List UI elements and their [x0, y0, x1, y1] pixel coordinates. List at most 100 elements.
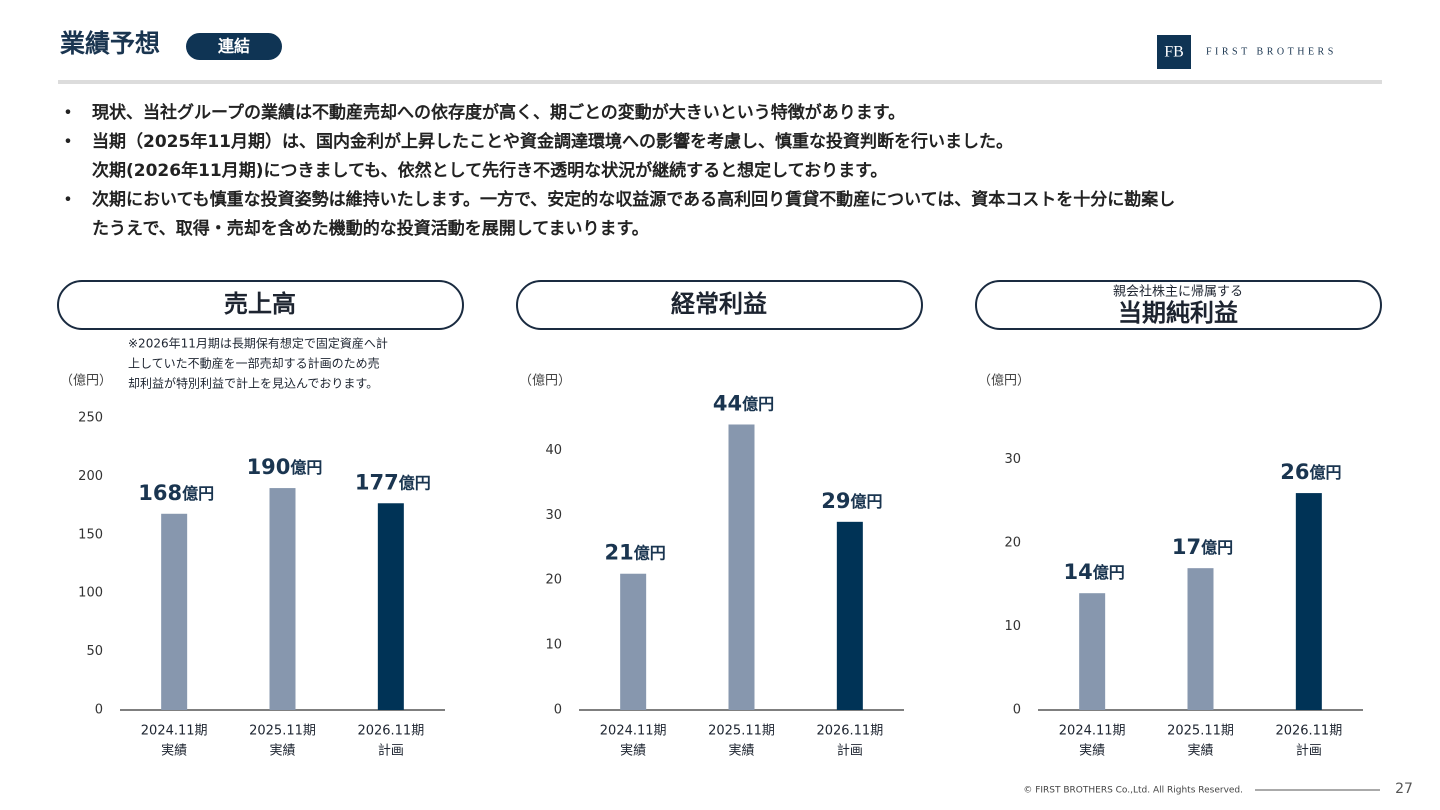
bullet-text: 現状、当社グループの業績は不動産売却への依存度が高く、期ごとの変動が大きいという…	[92, 102, 905, 123]
value-unit: 億円	[850, 491, 882, 510]
value-unit: 億円	[742, 394, 774, 413]
bar	[1295, 493, 1322, 710]
note: 却利益が特別利益で計上を見込んでおります。	[128, 376, 378, 391]
value-label: 29億円	[821, 489, 882, 513]
y-unit: （億円）	[60, 373, 112, 389]
value-number: 14	[1064, 560, 1093, 584]
badge-bg	[186, 33, 282, 60]
y-tick-label: 20	[1004, 536, 1021, 551]
bar	[161, 513, 188, 710]
y-tick-label: 10	[545, 638, 562, 653]
logo-text: FIRST BROTHERS	[1206, 46, 1337, 57]
panel-header	[516, 280, 923, 330]
value-label: 190億円	[247, 455, 323, 479]
panel-title: 当期純利益	[1118, 299, 1238, 327]
value-label: 17億円	[1172, 535, 1233, 559]
panel-header	[975, 280, 1382, 330]
value-number: 190	[247, 455, 291, 479]
value-label: 177億円	[355, 470, 431, 494]
value-label: 14億円	[1064, 560, 1125, 584]
y-tick-label: 20	[545, 573, 562, 588]
y-tick-label: 40	[545, 443, 562, 458]
y-tick-label: 10	[1004, 619, 1021, 634]
copyright: © FIRST BROTHERS Co.,Ltd. All Rights Res…	[1023, 786, 1243, 796]
y-tick-label: 250	[78, 411, 103, 426]
value-number: 21	[605, 541, 634, 565]
bullet-text: 次期においても慎重な投資姿勢は維持いたします。一方で、安定的な収益源である高利回…	[92, 189, 1175, 210]
note: 上していた不動産を一部売却する計画のため売	[128, 356, 380, 371]
y-tick-label: 100	[78, 586, 103, 601]
x-tick-label: 2024.11期	[141, 724, 208, 739]
value-label: 168億円	[138, 481, 214, 505]
bar	[1187, 568, 1214, 710]
badge: 連結	[218, 37, 250, 56]
page-number: 27	[1395, 781, 1413, 797]
x-tick-sublabel: 実績	[1187, 743, 1213, 759]
bullet-text: たうえで、取得・売却を含めた機動的な投資活動を展開してまいります。	[92, 218, 649, 239]
x-tick-sublabel: 実績	[161, 743, 187, 759]
bar	[728, 424, 755, 710]
value-number: 17	[1172, 535, 1201, 559]
y-tick-label: 0	[95, 703, 103, 718]
bullet-dot: •	[63, 190, 72, 209]
logo-mark-bg	[1157, 35, 1191, 69]
panel-subtitle: 親会社株主に帰属する	[1113, 284, 1243, 300]
x-tick-label: 2025.11期	[249, 724, 316, 739]
bullet-dot: •	[63, 132, 72, 151]
value-unit: 億円	[634, 543, 666, 562]
bar	[377, 503, 404, 710]
y-tick-label: 0	[1013, 703, 1021, 718]
x-tick-label: 2026.11期	[357, 724, 424, 739]
bar	[620, 573, 647, 710]
x-tick-sublabel: 実績	[269, 743, 295, 759]
value-label: 21億円	[605, 541, 666, 565]
value-number: 44	[713, 391, 742, 415]
bullet-text: 次期(2026年11月期)につきましても、依然として先行き不透明な状況が継続する…	[92, 160, 887, 181]
note: ※2026年11月期は長期保有想定で固定資産へ計	[128, 336, 388, 351]
y-unit: （億円）	[519, 373, 571, 389]
value-unit: 億円	[1309, 463, 1341, 482]
value-unit: 億円	[290, 458, 322, 477]
y-tick-label: 30	[1004, 452, 1021, 467]
logo-mark: FB	[1164, 44, 1184, 61]
slide-title: 業績予想	[60, 29, 160, 58]
panel-title: 経常利益	[671, 290, 767, 318]
x-tick-sublabel: 実績	[728, 743, 754, 759]
x-tick-label: 2025.11期	[1167, 724, 1234, 739]
value-unit: 億円	[1093, 563, 1125, 582]
x-tick-label: 2026.11期	[1275, 724, 1342, 739]
bar	[836, 521, 863, 710]
x-tick-label: 2025.11期	[708, 724, 775, 739]
header-rule	[58, 80, 1382, 84]
panel-title: 売上高	[224, 290, 296, 318]
value-label: 44億円	[713, 391, 774, 415]
value-unit: 億円	[182, 483, 214, 502]
bar	[1079, 593, 1106, 710]
value-number: 29	[821, 489, 850, 513]
bullet-dot: •	[63, 103, 72, 122]
x-tick-label: 2024.11期	[1059, 724, 1126, 739]
value-number: 168	[138, 481, 182, 505]
y-unit: （億円）	[978, 373, 1030, 389]
y-tick-label: 30	[545, 508, 562, 523]
value-label: 26億円	[1280, 460, 1341, 484]
x-tick-label: 2024.11期	[600, 724, 667, 739]
y-tick-label: 0	[554, 703, 562, 718]
y-tick-label: 150	[78, 527, 103, 542]
y-tick-label: 200	[78, 469, 103, 484]
x-tick-label: 2026.11期	[816, 724, 883, 739]
x-tick-sublabel: 実績	[620, 743, 646, 759]
value-unit: 億円	[1201, 538, 1233, 557]
bullet-text: 当期（2025年11月期）は、国内金利が上昇したことや資金調達環境への影響を考慮…	[92, 131, 1013, 152]
bar	[269, 488, 296, 710]
value-unit: 億円	[399, 473, 431, 492]
x-tick-sublabel: 実績	[1079, 743, 1105, 759]
x-tick-sublabel: 計画	[1296, 743, 1322, 759]
x-tick-sublabel: 計画	[378, 743, 404, 759]
value-number: 177	[355, 470, 399, 494]
y-tick-label: 50	[86, 644, 103, 659]
value-number: 26	[1280, 460, 1309, 484]
x-tick-sublabel: 計画	[837, 743, 863, 759]
panel-header	[57, 280, 464, 330]
